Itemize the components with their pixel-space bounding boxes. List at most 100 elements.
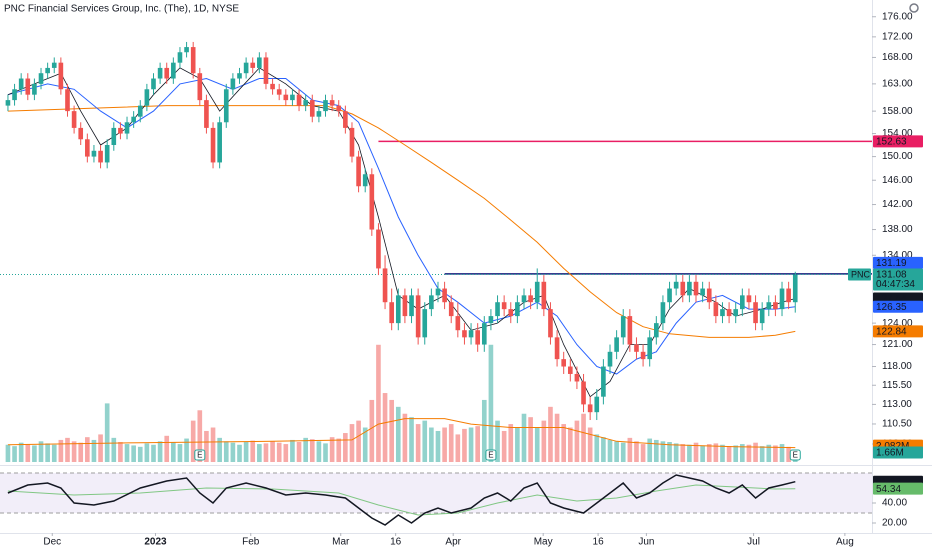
candle-body (349, 127, 355, 157)
candle-body (455, 316, 461, 331)
candle-body (508, 309, 514, 317)
earnings-label: E (197, 451, 202, 460)
candle-body (429, 295, 434, 310)
price-badge (873, 300, 923, 313)
price-badge (873, 135, 923, 148)
volume-bar (303, 437, 308, 462)
earnings-marker (194, 449, 206, 461)
y-tick-label: 172.00 (882, 31, 913, 42)
candle-body (673, 281, 679, 289)
price-badge-label: 126.35 (876, 302, 907, 313)
candle-body (594, 396, 600, 413)
volume-bar (468, 427, 474, 462)
candle-body (733, 309, 739, 317)
candle-body (614, 337, 619, 352)
candle-body (534, 281, 540, 303)
candle-body (382, 268, 388, 303)
volume-bar (481, 399, 487, 462)
volume-bar (574, 420, 580, 462)
rsi-badge-label: 54.34 (876, 484, 901, 495)
volume-bar (309, 439, 315, 462)
settings-icon[interactable] (909, 3, 919, 13)
volume-bar (223, 441, 229, 462)
volume-bar (673, 443, 679, 462)
volume-bar (693, 442, 699, 462)
candle-body (442, 288, 447, 303)
volume-bar (65, 437, 70, 462)
candle-body (177, 52, 183, 63)
last-price-badge (873, 268, 923, 291)
volume-bar (362, 427, 368, 462)
volume-bar (376, 344, 381, 462)
volume-bar (12, 446, 17, 462)
candle-body (766, 302, 772, 310)
candle-body (773, 302, 778, 310)
candle-body (38, 73, 44, 84)
x-tick-label: Dec (43, 537, 61, 548)
candle-body (283, 94, 289, 101)
candle-body (654, 323, 659, 338)
symbol-badge (848, 268, 871, 281)
volume-badge (873, 446, 923, 459)
volume-bar (177, 444, 183, 462)
volume-bar (759, 446, 765, 462)
volume-bar (290, 439, 295, 462)
volume-bar (151, 444, 156, 462)
x-tick-label: Mar (332, 537, 350, 548)
candle-body (104, 145, 110, 163)
candle-body (448, 302, 454, 317)
volume-bar (409, 417, 414, 462)
volume-bar (323, 443, 328, 462)
symbol-label: PNC (851, 269, 871, 279)
y-tick-label: 154.00 (882, 128, 913, 139)
candle-body (759, 309, 765, 324)
volume-bar (495, 420, 500, 462)
volume-bar (448, 424, 454, 462)
candle-body (243, 62, 249, 74)
volume-bar (528, 417, 533, 462)
candle-body (25, 78, 31, 95)
volume-bar (561, 424, 567, 462)
candle-body (687, 281, 692, 296)
volume-bar (137, 446, 143, 462)
candle-body (409, 295, 414, 317)
candle-body (210, 127, 216, 163)
volume-bar (700, 445, 705, 462)
x-tick-label: Apr (445, 537, 461, 548)
candle-body (792, 274, 798, 303)
volume-bar (402, 413, 408, 462)
volume-bar (548, 406, 553, 462)
earnings-marker (789, 449, 801, 461)
y-tick-label: 113.00 (882, 399, 912, 410)
rsi-tick-label: 20.00 (882, 518, 907, 529)
candle-body (296, 94, 302, 106)
price-badge-label: 131.19 (876, 258, 907, 269)
volume-bar (521, 413, 527, 462)
candle-body (541, 281, 547, 310)
rsi-badge (873, 482, 923, 495)
candle-body (250, 62, 256, 68)
volume-bar (435, 430, 441, 462)
volume-bar (726, 446, 732, 462)
candle-body (607, 351, 613, 367)
volume-bar (270, 441, 275, 462)
volume-bar (91, 439, 97, 462)
candle-body (422, 309, 428, 338)
volume-bar (422, 420, 428, 462)
volume-bar (753, 442, 758, 462)
volume-bar (157, 441, 163, 462)
volume-bar (429, 427, 434, 462)
candle-body (111, 127, 117, 146)
candle-body (521, 295, 527, 303)
volume-bar (667, 442, 672, 462)
candle-body (78, 127, 84, 140)
earnings-label: E (488, 451, 493, 460)
volume-bar (217, 437, 222, 462)
volume-bar (515, 427, 520, 462)
candle-body (5, 100, 11, 106)
volume-bar (5, 444, 11, 462)
candle-body (462, 330, 467, 338)
candle-body (495, 302, 500, 317)
candle-body (263, 57, 269, 84)
volume-bar (501, 430, 507, 462)
